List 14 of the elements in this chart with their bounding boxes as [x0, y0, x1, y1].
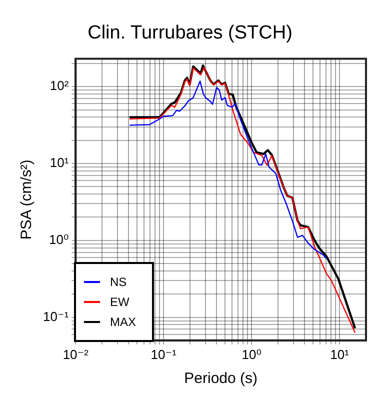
x-axis-title: Periodo (s)	[184, 370, 258, 388]
y-tick-label: 10¹	[50, 155, 70, 170]
y-tick-label: 10⁰	[48, 232, 69, 247]
x-tick-label: 10¹	[330, 346, 350, 362]
x-tick-label: 10⁻²	[62, 346, 90, 362]
y-tick-label: 10²	[50, 78, 70, 94]
x-tick-label: 10⁰	[242, 346, 262, 362]
chart-title: Clin. Turrubares (STCH)	[88, 22, 292, 44]
legend-label: MAX	[110, 315, 136, 329]
legend-label: EW	[110, 295, 130, 309]
y-axis-title: PSA (cm/s²)	[18, 160, 36, 240]
legend-label: NS	[110, 275, 127, 289]
x-tick-label: 10⁻¹	[150, 346, 178, 362]
y-tick-label: 10⁻¹	[42, 308, 70, 324]
